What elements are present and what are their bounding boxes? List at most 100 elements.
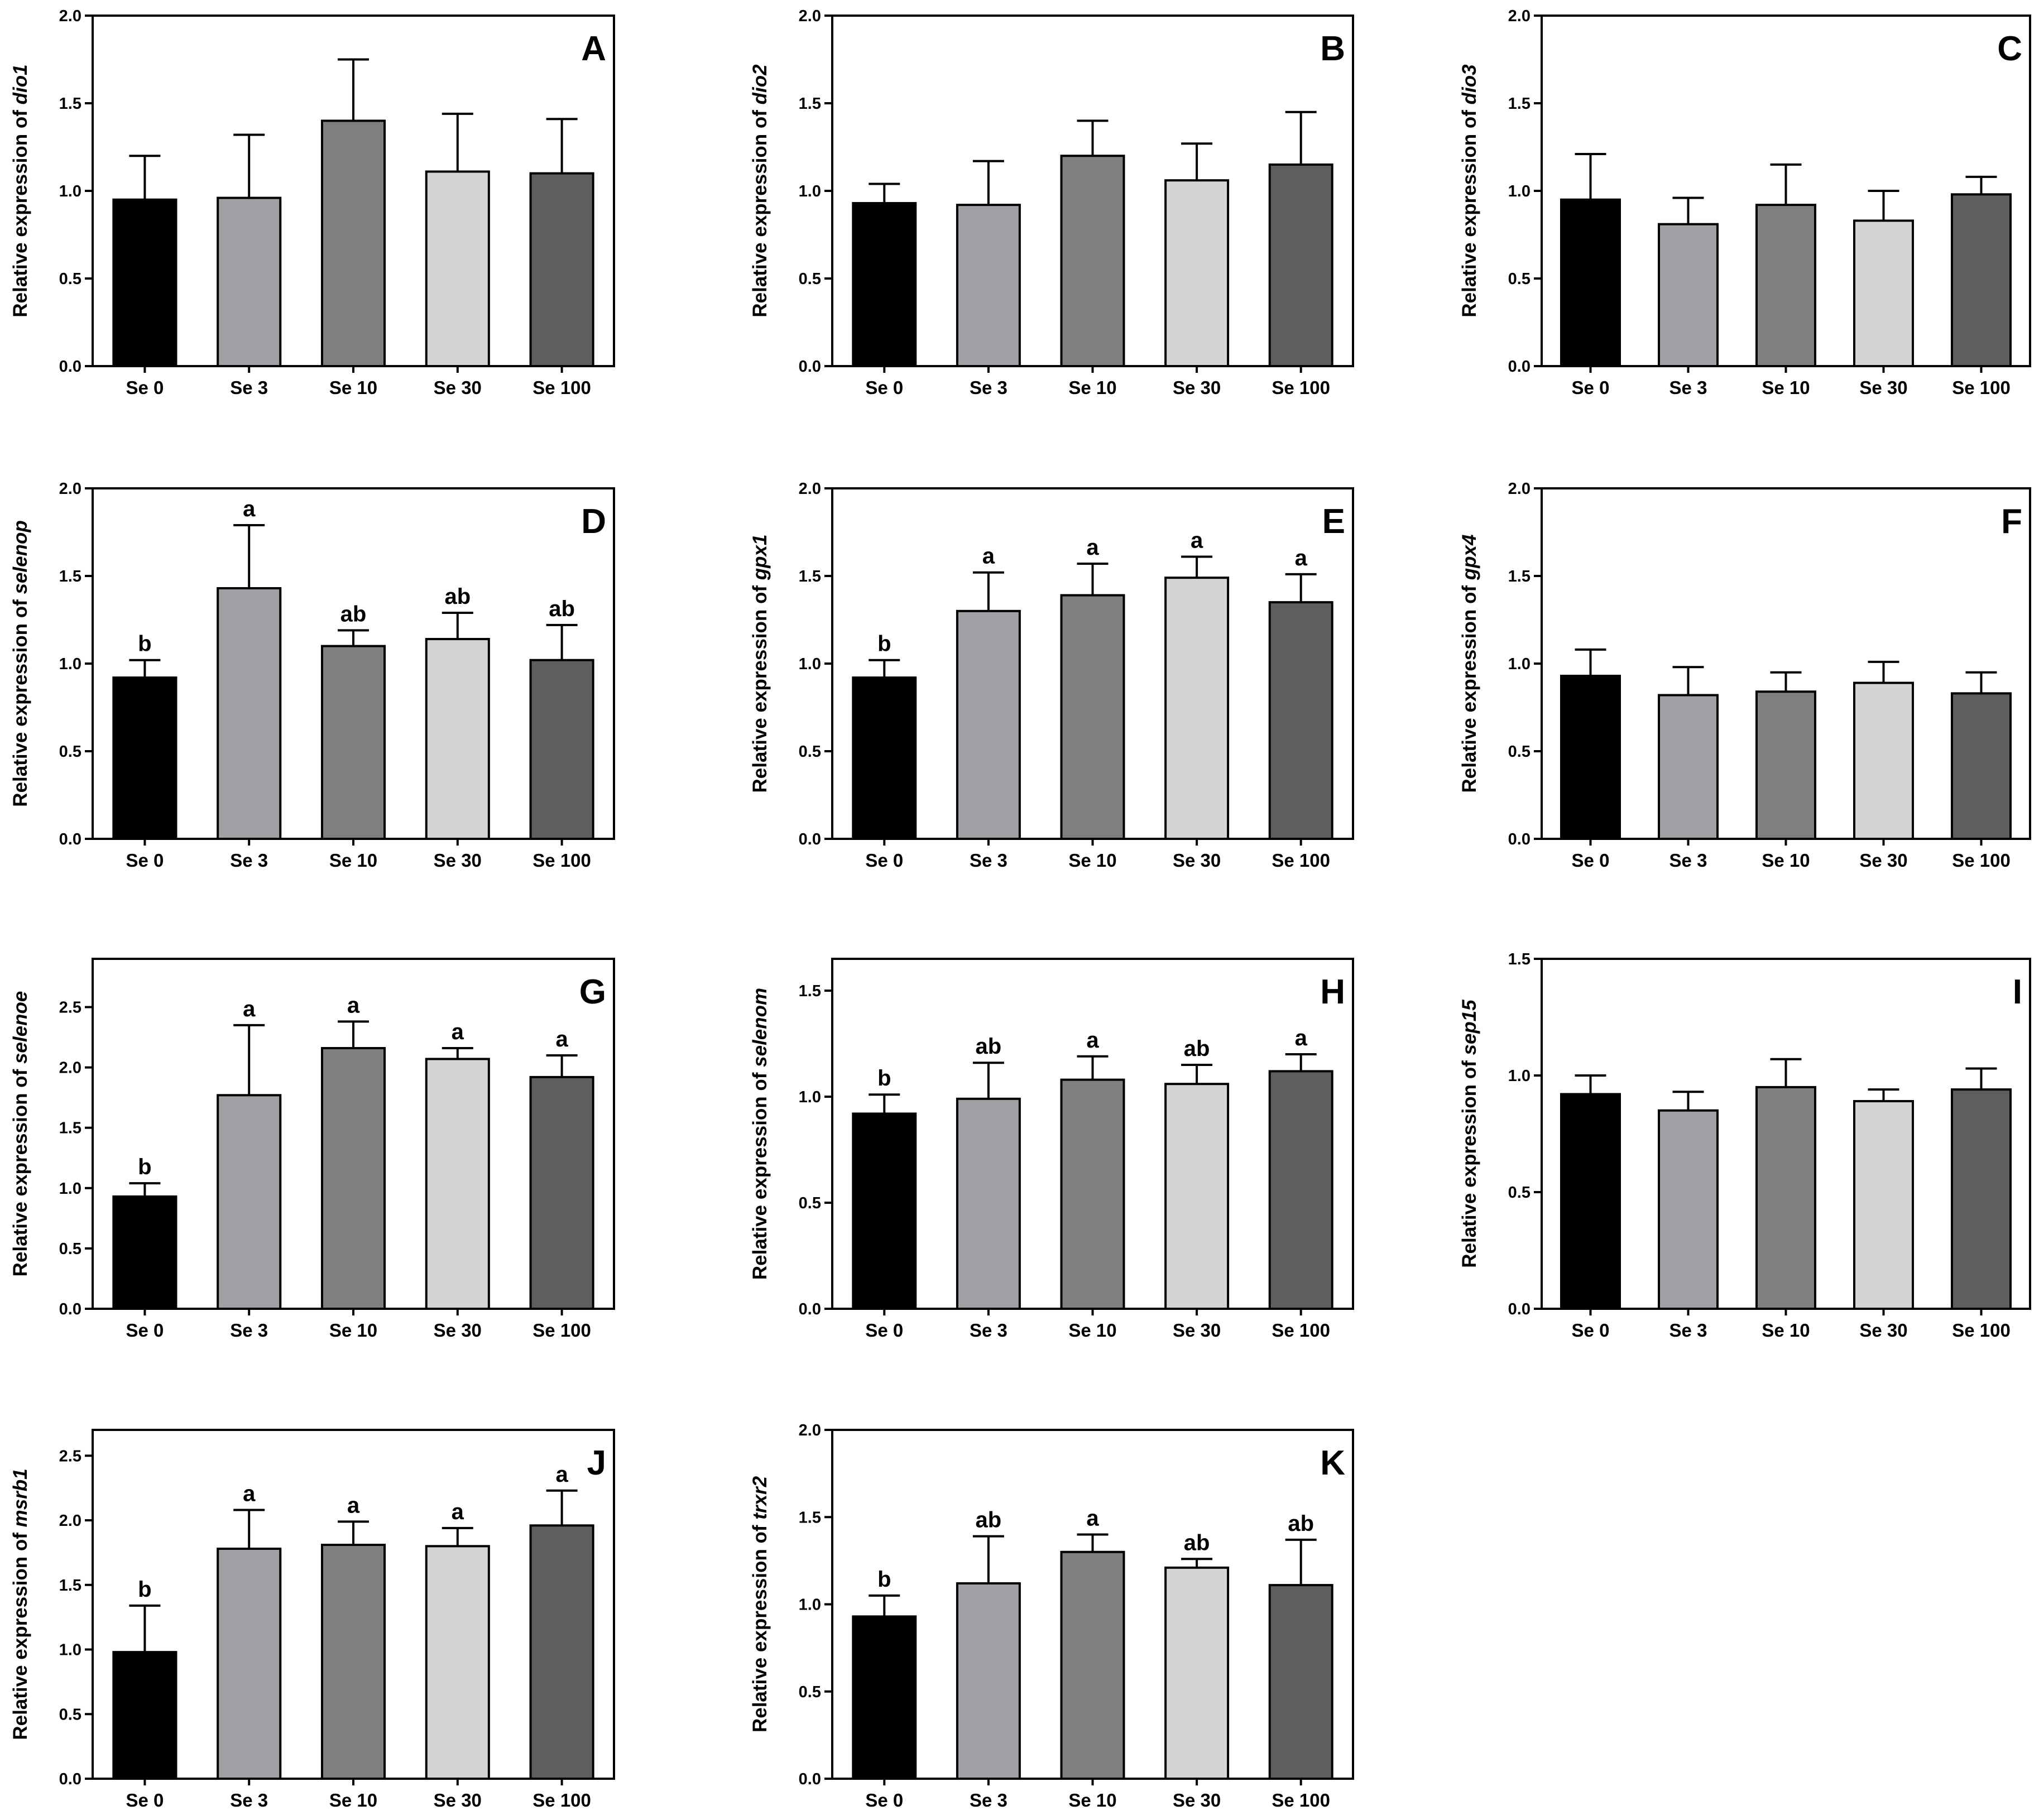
bar	[1853, 681, 1914, 841]
bar	[1164, 1083, 1230, 1310]
bar	[852, 1112, 917, 1310]
y-axis-label-prefix: Relative expression of	[9, 104, 31, 317]
significance-label: a	[1295, 1026, 1308, 1050]
significance-label: a	[555, 1462, 568, 1487]
x-tick-label: Se 0	[126, 850, 164, 871]
significance-label: b	[877, 1066, 891, 1091]
x-tick-label: Se 10	[1068, 1790, 1116, 1811]
y-tick-label: 0.0	[799, 830, 821, 848]
bar	[1164, 179, 1230, 367]
panel-f: 0.0 0.5 1.0 1.5 2.0 Relative expression of gp…	[1459, 480, 2031, 871]
x-tick-label: Se 3	[1669, 377, 1707, 398]
significance-label: a	[1191, 528, 1203, 553]
bar	[1951, 193, 2012, 367]
x-tick-label: Se 30	[1859, 850, 1907, 871]
y-tick-label: 1.5	[799, 982, 821, 1000]
x-tick-label: Se 100	[532, 377, 591, 398]
y-tick-label: 1.0	[59, 1641, 81, 1659]
significance-label: ab	[549, 597, 575, 621]
y-tick-label: 2.0	[59, 7, 81, 25]
x-tick-label: Se 100	[532, 1320, 591, 1341]
y-tick-label: 0.0	[59, 830, 81, 848]
x-tick-label: Se 10	[329, 1320, 377, 1341]
significance-label: b	[877, 632, 891, 656]
significance-label: a	[243, 997, 256, 1021]
y-tick-label: 0.0	[1508, 1300, 1531, 1318]
panel-letter: E	[1322, 502, 1345, 541]
y-axis-label-prefix: Relative expression of	[1459, 104, 1480, 317]
significance-label: ab	[1184, 1530, 1210, 1555]
significance-label: ab	[444, 584, 471, 609]
y-tick-label: 1.0	[1508, 655, 1531, 673]
x-tick-label: Se 10	[1068, 377, 1116, 398]
y-axis-label-gene: gpx4	[1459, 535, 1480, 581]
panel-i: 0.0 0.5 1.0 1.5 Relative expression of sep15…	[1459, 950, 2031, 1341]
y-tick-label: 0.5	[59, 1706, 81, 1723]
bar	[1268, 163, 1333, 367]
significance-label: ab	[1184, 1036, 1210, 1061]
significance-label: ab	[976, 1508, 1002, 1533]
x-tick-label: Se 0	[1572, 1320, 1610, 1341]
y-tick-label: 1.0	[1508, 183, 1531, 200]
x-tick-label: Se 3	[970, 1790, 1007, 1811]
significance-label: a	[1086, 535, 1099, 560]
x-tick-label: Se 0	[865, 1320, 903, 1341]
significance-label: b	[877, 1567, 891, 1592]
y-tick-label: 2.0	[1508, 480, 1531, 498]
x-tick-label: Se 30	[434, 377, 482, 398]
bar	[529, 1524, 594, 1780]
bar	[956, 1582, 1021, 1780]
y-axis-label-prefix: Relative expression of	[1459, 1055, 1480, 1267]
significance-label: a	[347, 1493, 360, 1518]
y-axis-label: Relative expression of selenop	[9, 520, 31, 807]
x-tick-label: Se 3	[1669, 850, 1707, 871]
y-axis-label: Relative expression of sep15	[1459, 1000, 1480, 1268]
panel-b: 0.0 0.5 1.0 1.5 2.0 Relative expression of di…	[749, 7, 1354, 398]
x-tick-label: Se 3	[230, 377, 268, 398]
bar	[1060, 1550, 1125, 1780]
x-tick-label: Se 10	[329, 1790, 377, 1811]
bar	[1755, 690, 1816, 840]
y-tick-label: 1.5	[1508, 950, 1531, 968]
significance-label: b	[138, 1577, 151, 1602]
x-tick-label: Se 30	[1859, 377, 1907, 398]
bar	[425, 1058, 490, 1310]
significance-label: a	[452, 1020, 464, 1044]
significance-label: a	[1295, 546, 1308, 570]
y-tick-label: 2.0	[799, 1422, 821, 1439]
y-axis-label-gene: selenom	[749, 988, 771, 1067]
bar	[1853, 219, 1914, 367]
y-tick-label: 0.5	[799, 1683, 821, 1701]
y-axis-label: Relative expression of trxr2	[749, 1476, 771, 1732]
significance-label: b	[138, 1155, 151, 1179]
y-tick-label: 1.0	[799, 183, 821, 200]
y-tick-label: 2.0	[59, 1512, 81, 1530]
x-tick-label: Se 30	[434, 850, 482, 871]
y-tick-label: 0.0	[1508, 358, 1531, 376]
y-tick-label: 1.5	[59, 1577, 81, 1595]
y-axis-label-prefix: Relative expression of	[749, 580, 771, 793]
bar	[320, 645, 386, 840]
y-tick-label: 0.0	[59, 1300, 81, 1318]
bar	[1060, 594, 1125, 841]
bar	[529, 172, 594, 367]
x-tick-label: Se 100	[1952, 1320, 2011, 1341]
y-axis-label-gene: selenoe	[9, 991, 31, 1064]
bar	[852, 201, 917, 367]
y-tick-label: 0.5	[1508, 1184, 1531, 1202]
y-tick-label: 0.5	[1508, 743, 1531, 761]
y-axis-label-gene: dio2	[749, 64, 771, 104]
panel-letter: C	[1997, 30, 2022, 68]
panel-k: 0.0 0.5 1.0 1.5 2.0 Relative expression of tr…	[749, 1422, 1354, 1811]
y-tick-label: 1.0	[799, 1596, 821, 1614]
y-tick-label: 0.5	[1508, 270, 1531, 288]
y-axis-label-gene: dio1	[9, 64, 31, 104]
significance-label: a	[1086, 1028, 1099, 1053]
x-tick-label: Se 0	[126, 1790, 164, 1811]
y-tick-label: 1.0	[1508, 1067, 1531, 1085]
bar	[1853, 1099, 1914, 1310]
bar	[217, 1547, 282, 1780]
y-axis-label-gene: trxr2	[749, 1476, 771, 1519]
